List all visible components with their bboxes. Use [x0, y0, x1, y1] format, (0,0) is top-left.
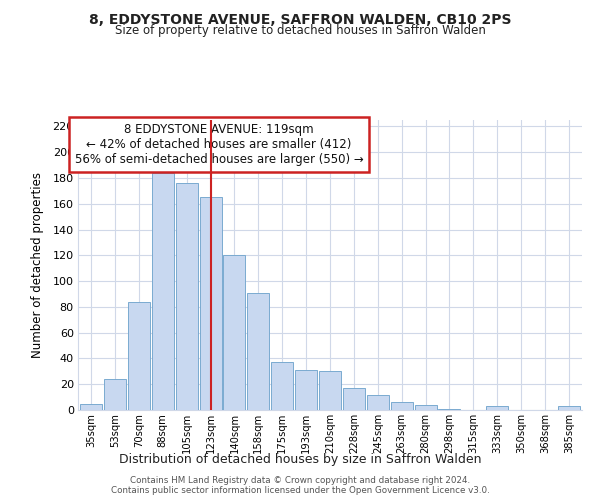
- Bar: [367, 394, 389, 410]
- Bar: [391, 402, 413, 410]
- Bar: [176, 183, 197, 410]
- Bar: [415, 405, 437, 410]
- Bar: [343, 388, 365, 410]
- Text: Contains HM Land Registry data © Crown copyright and database right 2024.: Contains HM Land Registry data © Crown c…: [130, 476, 470, 485]
- Bar: [152, 173, 174, 410]
- Text: 8 EDDYSTONE AVENUE: 119sqm
← 42% of detached houses are smaller (412)
56% of sem: 8 EDDYSTONE AVENUE: 119sqm ← 42% of deta…: [75, 123, 364, 166]
- Y-axis label: Number of detached properties: Number of detached properties: [31, 172, 44, 358]
- Text: Contains public sector information licensed under the Open Government Licence v3: Contains public sector information licen…: [110, 486, 490, 495]
- Bar: [128, 302, 150, 410]
- Bar: [200, 198, 221, 410]
- Bar: [271, 362, 293, 410]
- Bar: [439, 408, 460, 410]
- Bar: [319, 372, 341, 410]
- Bar: [486, 406, 508, 410]
- Bar: [247, 292, 269, 410]
- Bar: [104, 379, 126, 410]
- Text: Distribution of detached houses by size in Saffron Walden: Distribution of detached houses by size …: [119, 452, 481, 466]
- Bar: [80, 404, 102, 410]
- Text: Size of property relative to detached houses in Saffron Walden: Size of property relative to detached ho…: [115, 24, 485, 37]
- Bar: [295, 370, 317, 410]
- Bar: [558, 406, 580, 410]
- Bar: [223, 256, 245, 410]
- Text: 8, EDDYSTONE AVENUE, SAFFRON WALDEN, CB10 2PS: 8, EDDYSTONE AVENUE, SAFFRON WALDEN, CB1…: [89, 12, 511, 26]
